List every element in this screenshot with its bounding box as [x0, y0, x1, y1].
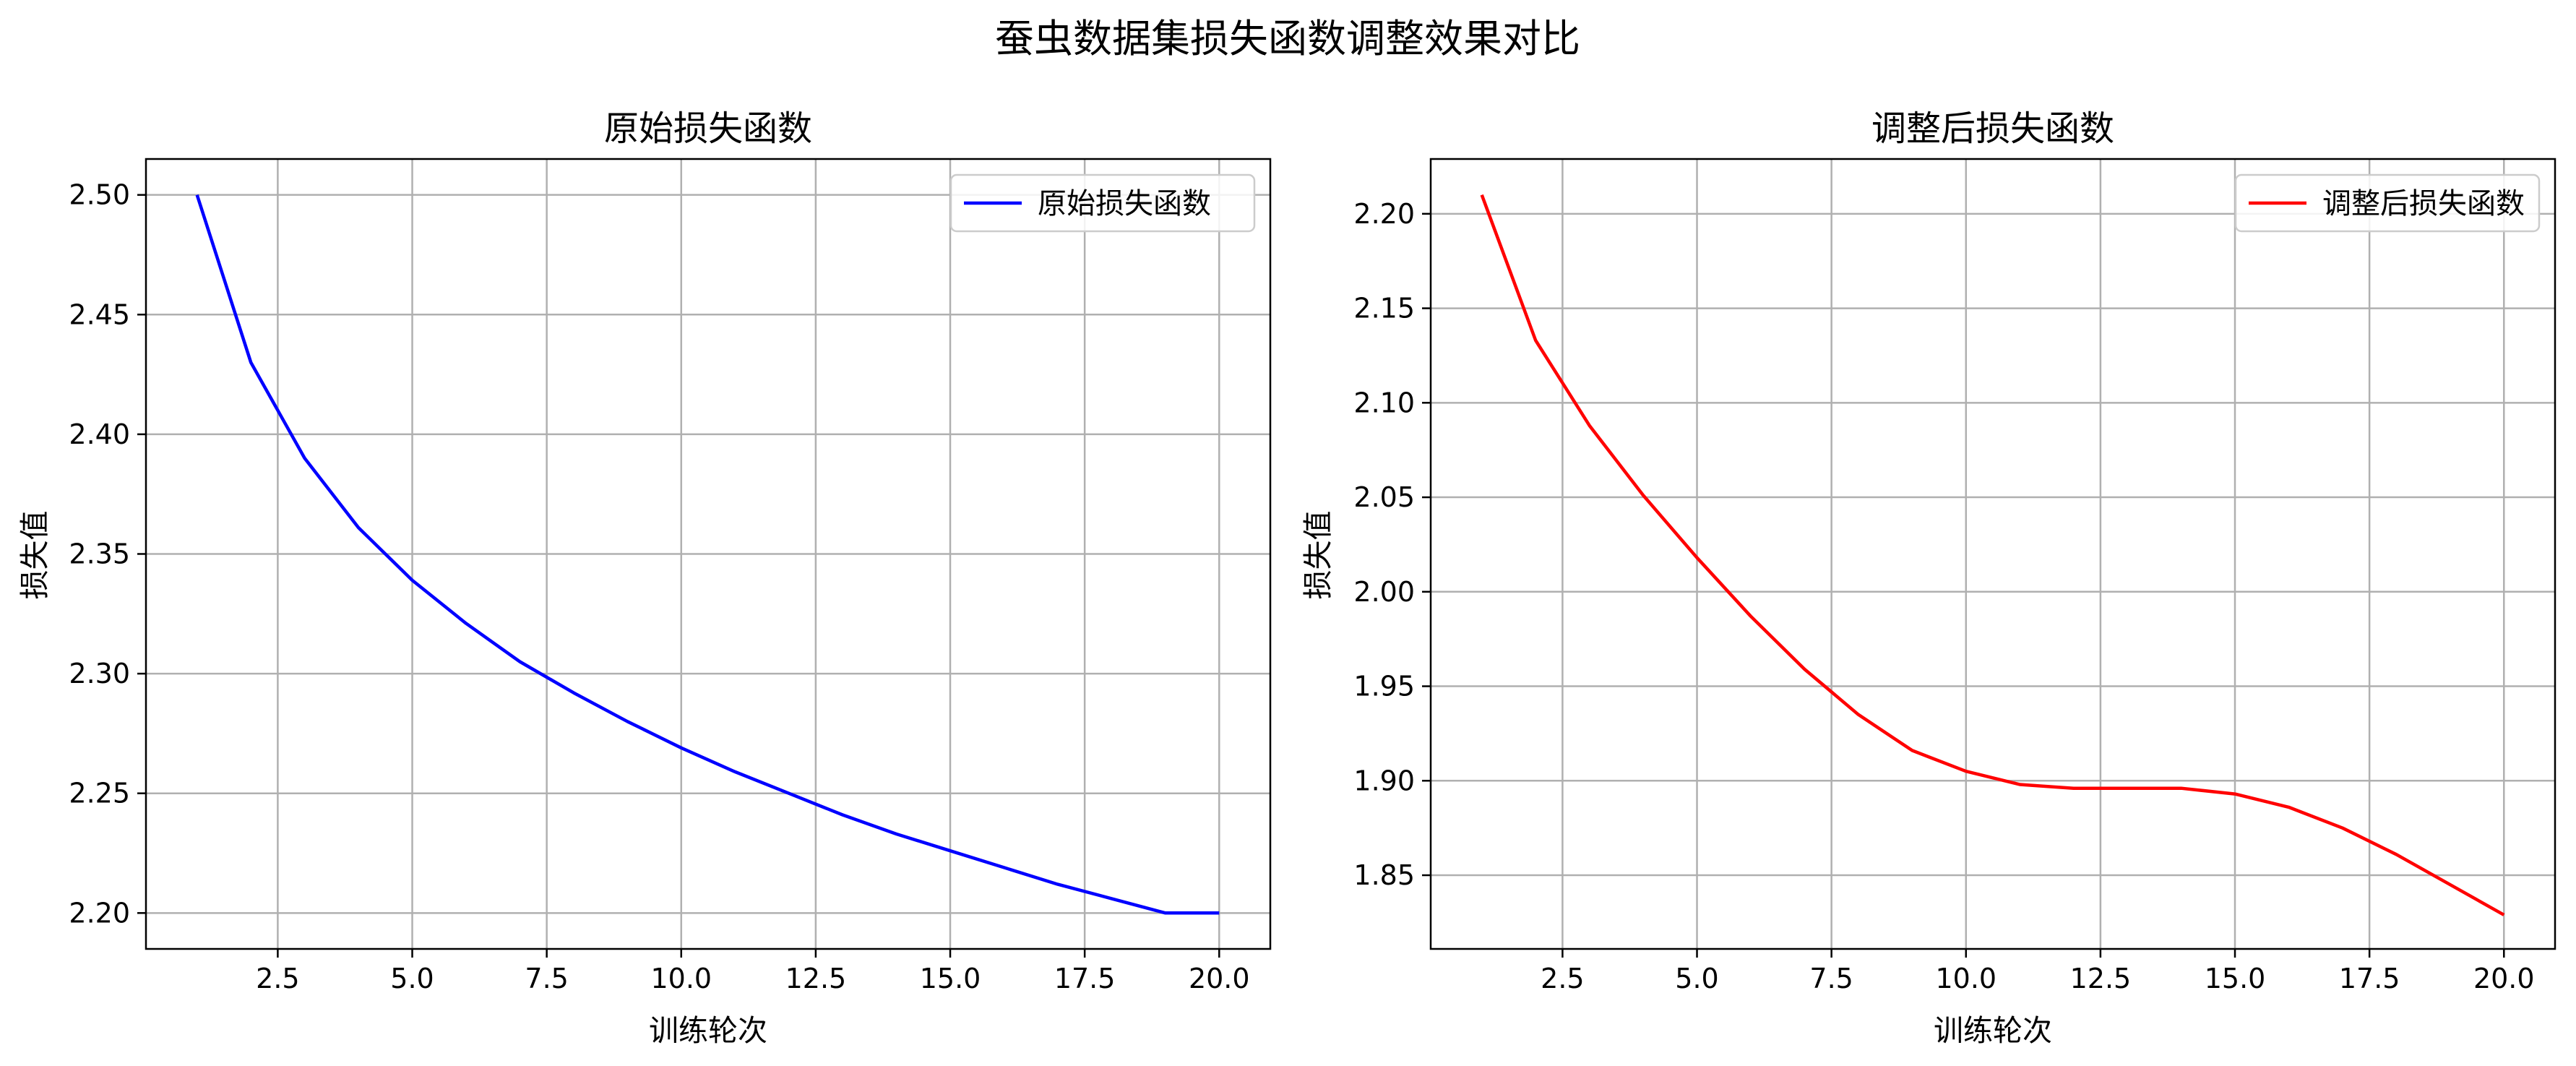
right-chart-xtick-label: 10.0	[1935, 963, 1996, 994]
right-chart-frame	[1429, 158, 2556, 950]
left-chart-xtick-label: 20.0	[1189, 963, 1250, 994]
right-chart: 调整后损失函数 训练轮次 损失值 2.5 5.0 7.5 10.0 12.5 15.0 17…	[1301, 108, 2556, 1048]
left-chart-ytick-label: 2.30	[69, 658, 130, 689]
left-chart-xtick-label: 12.5	[785, 963, 847, 994]
right-chart-ytick-label: 2.00	[1353, 576, 1415, 608]
left-chart-ylabel: 损失值	[17, 511, 52, 600]
right-chart-xtick-label: 7.5	[1809, 963, 1853, 994]
right-chart-ytick-label: 2.20	[1353, 198, 1415, 230]
left-chart-legend-label: 原始损失函数	[1038, 187, 1211, 220]
right-chart-title: 调整后损失函数	[1871, 108, 2114, 149]
right-chart-ytick-label: 2.10	[1353, 387, 1415, 418]
right-chart-legend	[2234, 173, 2541, 233]
left-chart-title: 原始损失函数	[604, 108, 812, 149]
right-chart-ytick-label: 1.95	[1353, 671, 1415, 702]
left-chart-ytick-label: 2.35	[69, 538, 130, 570]
right-chart-ylabel: 损失值	[1301, 511, 1335, 600]
right-chart-xtick-label: 17.5	[2339, 963, 2400, 994]
right-chart-xtick-label: 2.5	[1541, 963, 1584, 994]
right-chart-xtick-label: 5.0	[1675, 963, 1718, 994]
left-chart-ytick-label: 2.40	[69, 418, 130, 450]
left-chart-xtick-label: 10.0	[650, 963, 712, 994]
right-chart-ytick-label: 1.90	[1353, 765, 1415, 796]
figure-suptitle: 蚕虫数据集损失函数调整效果对比	[995, 16, 1580, 61]
left-chart-ytick-label: 2.50	[69, 179, 130, 211]
left-chart-xtick-label: 15.0	[920, 963, 981, 994]
right-chart-ytick-label: 1.85	[1353, 859, 1415, 891]
left-chart-legend	[949, 173, 1256, 233]
right-chart-xtick-label: 15.0	[2205, 963, 2266, 994]
right-chart-xlabel: 训练轮次	[1934, 1013, 2052, 1048]
right-chart-xtick-label: 20.0	[2473, 963, 2535, 994]
left-chart-xlabel: 训练轮次	[649, 1013, 767, 1048]
left-chart: 原始损失函数 训练轮次 损失值 2.5 5.0 7.5 10.0 12.5 15.0 17.…	[17, 108, 1272, 1048]
left-chart-ytick-label: 2.25	[69, 778, 130, 809]
right-chart-xtick-label: 12.5	[2070, 963, 2132, 994]
left-chart-xtick-label: 5.0	[390, 963, 434, 994]
left-chart-series-line	[195, 194, 1220, 915]
right-chart-legend-label: 调整后损失函数	[2322, 187, 2525, 220]
left-chart-xtick-label: 17.5	[1054, 963, 1116, 994]
left-chart-xtick-label: 7.5	[525, 963, 568, 994]
right-chart-ytick-label: 2.15	[1353, 293, 1415, 324]
left-chart-ytick-label: 2.20	[69, 897, 130, 929]
right-chart-series-line	[1480, 194, 2505, 916]
left-chart-xtick-label: 2.5	[256, 963, 299, 994]
left-chart-ytick-label: 2.45	[69, 298, 130, 330]
right-chart-ytick-label: 2.05	[1353, 481, 1415, 513]
